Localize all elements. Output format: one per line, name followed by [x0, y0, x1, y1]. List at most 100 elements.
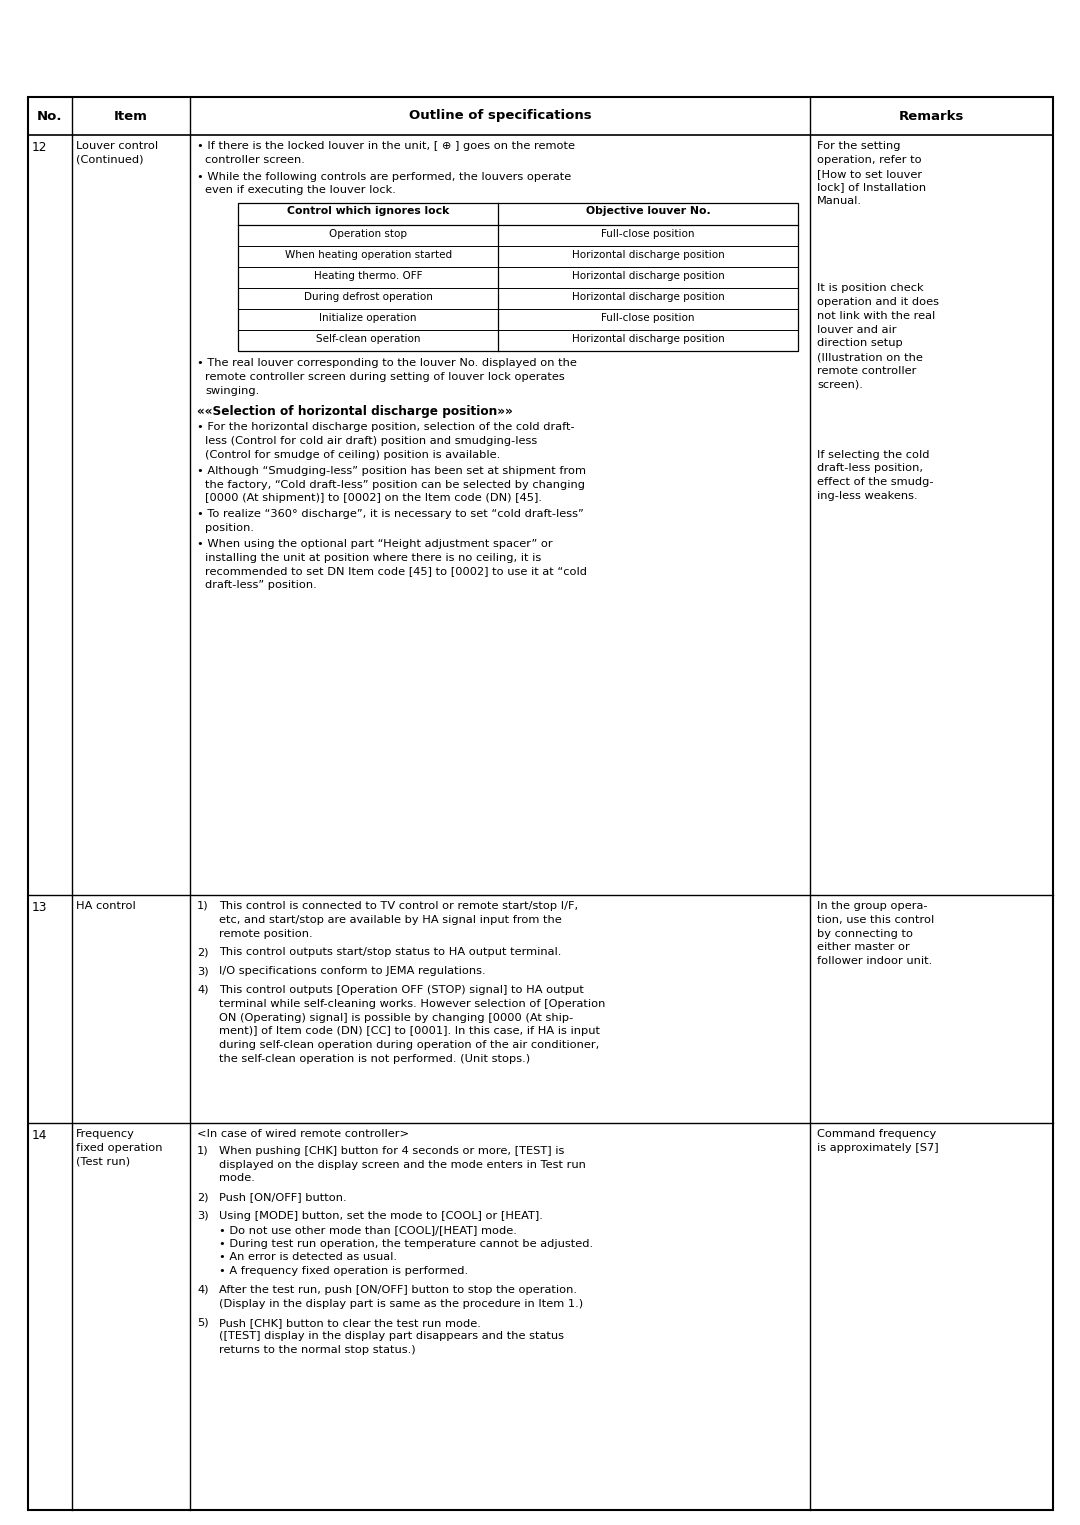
Text: recommended to set DN Item code [45] to [0002] to use it at “cold: recommended to set DN Item code [45] to …	[205, 566, 588, 576]
Text: is approximately [S7]: is approximately [S7]	[816, 1142, 939, 1153]
Text: tion, use this control: tion, use this control	[816, 915, 934, 924]
Text: Control which ignores lock: Control which ignores lock	[287, 206, 449, 217]
Text: less (Control for cold air draft) position and smudging-less: less (Control for cold air draft) positi…	[205, 436, 537, 447]
Text: Initialize operation: Initialize operation	[320, 313, 417, 323]
Text: • To realize “360° discharge”, it is necessary to set “cold draft-less”: • To realize “360° discharge”, it is nec…	[197, 509, 584, 518]
Text: Louver control: Louver control	[76, 140, 158, 151]
Text: remote controller screen during setting of louver lock operates: remote controller screen during setting …	[205, 372, 565, 381]
Text: If selecting the cold: If selecting the cold	[816, 450, 930, 459]
Text: Manual.: Manual.	[816, 197, 862, 206]
Text: installing the unit at position where there is no ceiling, it is: installing the unit at position where th…	[205, 552, 541, 563]
Text: <In case of wired remote controller>: <In case of wired remote controller>	[197, 1128, 409, 1139]
Text: displayed on the display screen and the mode enters in Test run: displayed on the display screen and the …	[219, 1159, 585, 1170]
Text: direction setup: direction setup	[816, 339, 903, 348]
Text: 1): 1)	[197, 901, 208, 910]
Text: returns to the normal stop status.): returns to the normal stop status.)	[219, 1345, 416, 1356]
Text: This control outputs [Operation OFF (STOP) signal] to HA output: This control outputs [Operation OFF (STO…	[219, 985, 584, 994]
Text: not link with the real: not link with the real	[816, 311, 935, 320]
Text: Horizontal discharge position: Horizontal discharge position	[571, 271, 725, 281]
Text: • When using the optional part “Height adjustment spacer” or: • When using the optional part “Height a…	[197, 538, 553, 549]
Text: the factory, “Cold draft-less” position can be selected by changing: the factory, “Cold draft-less” position …	[205, 479, 585, 490]
Text: Horizontal discharge position: Horizontal discharge position	[571, 250, 725, 261]
Text: controller screen.: controller screen.	[205, 156, 305, 165]
Text: • The real louver corresponding to the louver No. displayed on the: • The real louver corresponding to the l…	[197, 358, 577, 368]
Text: Full-close position: Full-close position	[602, 313, 694, 323]
Text: ON (Operating) signal] is possible by changing [0000 (At ship-: ON (Operating) signal] is possible by ch…	[219, 1013, 573, 1023]
Text: by connecting to: by connecting to	[816, 929, 913, 938]
Text: terminal while self-cleaning works. However selection of [Operation: terminal while self-cleaning works. Howe…	[219, 999, 606, 1010]
Text: When pushing [CHK] button for 4 seconds or more, [TEST] is: When pushing [CHK] button for 4 seconds …	[219, 1145, 565, 1156]
Text: ««Selection of horizontal discharge position»»: ««Selection of horizontal discharge posi…	[197, 404, 513, 418]
Text: • Do not use other mode than [COOL]/[HEAT] mode.: • Do not use other mode than [COOL]/[HEA…	[219, 1225, 517, 1235]
Text: In the group opera-: In the group opera-	[816, 901, 928, 910]
Text: Heating thermo. OFF: Heating thermo. OFF	[314, 271, 422, 281]
Text: (Continued): (Continued)	[76, 156, 144, 165]
Text: Outline of specifications: Outline of specifications	[408, 110, 592, 122]
Text: Objective louver No.: Objective louver No.	[585, 206, 711, 217]
Text: • During test run operation, the temperature cannot be adjusted.: • During test run operation, the tempera…	[219, 1238, 593, 1249]
Text: (Display in the display part is same as the procedure in Item 1.): (Display in the display part is same as …	[219, 1299, 583, 1308]
Text: 3): 3)	[197, 967, 208, 976]
Text: Remarks: Remarks	[899, 110, 964, 122]
Text: ([TEST] display in the display part disappears and the status: ([TEST] display in the display part disa…	[219, 1331, 564, 1342]
Text: I/O specifications conform to JEMA regulations.: I/O specifications conform to JEMA regul…	[219, 967, 486, 976]
Text: (Illustration on the: (Illustration on the	[816, 352, 923, 363]
Text: louver and air: louver and air	[816, 325, 896, 334]
Text: Push [CHK] button to clear the test run mode.: Push [CHK] button to clear the test run …	[219, 1318, 481, 1328]
Text: Using [MODE] button, set the mode to [COOL] or [HEAT].: Using [MODE] button, set the mode to [CO…	[219, 1211, 543, 1222]
Text: 14: 14	[32, 1128, 48, 1142]
Text: screen).: screen).	[816, 380, 863, 390]
Text: [How to set louver: [How to set louver	[816, 169, 922, 178]
Text: • While the following controls are performed, the louvers operate: • While the following controls are perfo…	[197, 172, 571, 181]
Text: mode.: mode.	[219, 1173, 255, 1183]
Text: (Control for smudge of ceiling) position is available.: (Control for smudge of ceiling) position…	[205, 450, 500, 461]
Text: 12: 12	[32, 140, 48, 154]
Text: This control is connected to TV control or remote start/stop I/F,: This control is connected to TV control …	[219, 901, 578, 910]
Text: During defrost operation: During defrost operation	[303, 293, 433, 302]
Text: • A frequency fixed operation is performed.: • A frequency fixed operation is perform…	[219, 1266, 468, 1276]
Bar	[238, 203, 798, 351]
Text: This control outputs start/stop status to HA output terminal.: This control outputs start/stop status t…	[219, 947, 562, 958]
Text: When heating operation started: When heating operation started	[285, 250, 451, 261]
Text: 13: 13	[32, 901, 48, 913]
Text: 4): 4)	[197, 985, 208, 994]
Text: either master or: either master or	[816, 942, 909, 953]
Text: follower indoor unit.: follower indoor unit.	[816, 956, 932, 967]
Text: • An error is detected as usual.: • An error is detected as usual.	[219, 1252, 397, 1263]
Text: etc, and start/stop are available by HA signal input from the: etc, and start/stop are available by HA …	[219, 915, 562, 924]
Text: After the test run, push [ON/OFF] button to stop the operation.: After the test run, push [ON/OFF] button…	[219, 1286, 577, 1295]
Text: 2): 2)	[197, 947, 208, 958]
Text: swinging.: swinging.	[205, 386, 259, 396]
Text: For the setting: For the setting	[816, 140, 901, 151]
Text: remote position.: remote position.	[219, 929, 312, 938]
Text: fixed operation: fixed operation	[76, 1142, 162, 1153]
Text: 3): 3)	[197, 1211, 208, 1222]
Text: position.: position.	[205, 523, 254, 534]
Text: Full-close position: Full-close position	[602, 229, 694, 239]
Text: Command frequency: Command frequency	[816, 1128, 936, 1139]
Text: HA control: HA control	[76, 901, 136, 910]
Text: operation and it does: operation and it does	[816, 297, 939, 307]
Text: 1): 1)	[197, 1145, 208, 1156]
Text: Operation stop: Operation stop	[329, 229, 407, 239]
Text: draft-less” position.: draft-less” position.	[205, 580, 316, 590]
Text: Item: Item	[114, 110, 148, 122]
Text: (Test run): (Test run)	[76, 1156, 130, 1167]
Text: 4): 4)	[197, 1286, 208, 1295]
Text: lock] of Installation: lock] of Installation	[816, 183, 927, 192]
Text: draft-less position,: draft-less position,	[816, 464, 923, 473]
Text: Push [ON/OFF] button.: Push [ON/OFF] button.	[219, 1193, 347, 1202]
Text: even if executing the louver lock.: even if executing the louver lock.	[205, 186, 396, 195]
Text: operation, refer to: operation, refer to	[816, 156, 921, 165]
Text: • If there is the locked louver in the unit, [ ⊕ ] goes on the remote: • If there is the locked louver in the u…	[197, 140, 575, 151]
Text: ing-less weakens.: ing-less weakens.	[816, 491, 918, 502]
Text: the self-clean operation is not performed. (Unit stops.): the self-clean operation is not performe…	[219, 1054, 530, 1064]
Text: Horizontal discharge position: Horizontal discharge position	[571, 334, 725, 345]
Text: ment)] of Item code (DN) [CC] to [0001]. In this case, if HA is input: ment)] of Item code (DN) [CC] to [0001].…	[219, 1026, 600, 1037]
Text: effect of the smudg-: effect of the smudg-	[816, 477, 933, 486]
Text: 5): 5)	[197, 1318, 208, 1328]
Text: during self-clean operation during operation of the air conditioner,: during self-clean operation during opera…	[219, 1040, 599, 1051]
Text: 2): 2)	[197, 1193, 208, 1202]
Text: • Although “Smudging-less” position has been set at shipment from: • Although “Smudging-less” position has …	[197, 465, 586, 476]
Text: Horizontal discharge position: Horizontal discharge position	[571, 293, 725, 302]
